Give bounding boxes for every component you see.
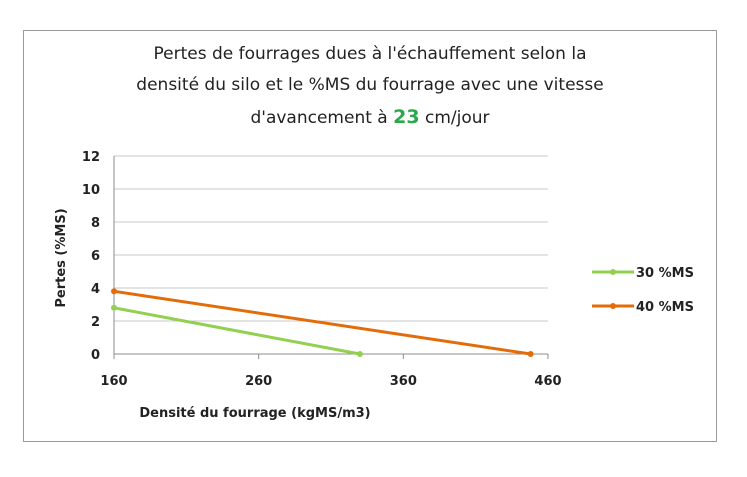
chart-title-line-3-suffix: cm/jour [420, 108, 490, 128]
x-axis-label: Densité du fourrage (kgMS/m3) [139, 406, 370, 421]
chart-title-line-1: Pertes de fourrages dues à l'échauffemen… [154, 44, 587, 64]
legend-item-2: 40 %MS [592, 300, 694, 315]
y-tick-label: 12 [82, 150, 100, 165]
chart-frame: Pertes de fourrages dues à l'échauffemen… [23, 30, 717, 442]
x-tick-label: 460 [534, 374, 561, 389]
series-line-1 [112, 306, 362, 356]
series-1-point [111, 304, 117, 311]
series-1-point [356, 351, 363, 357]
chart-title-line-2: densité du silo et le %MS du fourrage av… [136, 75, 603, 95]
chart-title-line-3-prefix: d'avancement à [250, 108, 393, 128]
series-line-2 [112, 289, 533, 356]
y-axis-label: Pertes (%MS) [54, 208, 69, 307]
x-tick-label: 260 [245, 374, 272, 389]
series-lines [111, 288, 534, 357]
x-tick-label: 160 [100, 374, 127, 389]
legend-swatch-marker [610, 269, 616, 275]
legend-label: 30 %MS [636, 266, 694, 281]
legend-item-1: 30 %MS [592, 266, 694, 281]
x-tick-label: 360 [390, 374, 417, 389]
y-tick-label: 8 [91, 216, 100, 231]
series-2-point [111, 288, 117, 295]
chart-title-line-3: d'avancement à 23 cm/jour [250, 106, 489, 128]
axes: 0 2 4 6 8 10 12 160 260 360 460 [82, 150, 562, 389]
chart-title-speed-value: 23 [393, 106, 419, 128]
legend: 30 %MS 40 %MS [592, 266, 694, 315]
y-tick-label: 2 [91, 315, 100, 330]
line-chart: Pertes de fourrages dues à l'échauffemen… [54, 44, 694, 421]
y-tick-label: 0 [91, 348, 100, 363]
series-2-point [527, 351, 534, 357]
y-tick-label: 6 [91, 249, 100, 264]
y-tick-label: 10 [82, 183, 100, 198]
legend-swatch-marker [610, 303, 616, 309]
y-tick-label: 4 [91, 282, 100, 297]
legend-label: 40 %MS [636, 300, 694, 315]
